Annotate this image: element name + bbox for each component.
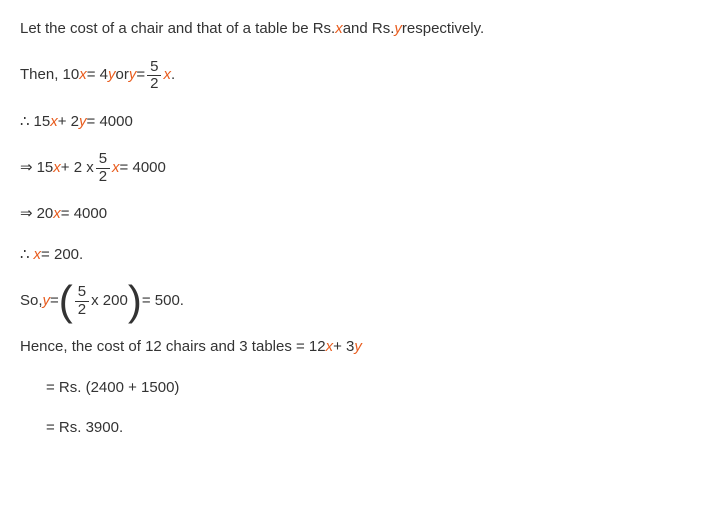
text: = Rs. 3900. xyxy=(46,417,123,440)
text: = 4000 xyxy=(120,157,166,180)
line-5: ⇒ 20 x = 4000 xyxy=(20,203,687,226)
line-7: So, y = ( 5 2 x 200 ) = 500. xyxy=(20,284,687,318)
var-x: x xyxy=(163,64,171,87)
var-x: x xyxy=(53,157,61,180)
text: or xyxy=(116,64,129,87)
implies-symbol: ⇒ xyxy=(20,157,33,180)
text: + 2 xyxy=(58,111,79,134)
text: + 2 x xyxy=(61,157,94,180)
text: = 4000 xyxy=(87,111,133,134)
var-y: y xyxy=(108,64,116,87)
fraction: 5 2 xyxy=(75,284,89,318)
var-y: y xyxy=(394,18,402,41)
numerator: 5 xyxy=(75,284,89,302)
var-x: x xyxy=(335,18,343,41)
denominator: 2 xyxy=(96,169,110,186)
text: 15 xyxy=(34,111,51,134)
right-paren: ) xyxy=(128,284,142,318)
text: Hence, the cost of 12 chairs and 3 table… xyxy=(20,336,326,359)
line-1: Let the cost of a chair and that of a ta… xyxy=(20,18,687,41)
line-10: = Rs. 3900. xyxy=(20,417,687,440)
fraction: 5 2 xyxy=(96,151,110,185)
var-y: y xyxy=(43,290,51,313)
therefore-symbol: ∴ xyxy=(20,244,30,267)
paren-expression: ( 5 2 x 200 ) xyxy=(59,284,142,318)
line-9: = Rs. (2400 + 1500) xyxy=(20,377,687,400)
var-x: x xyxy=(34,244,42,267)
text: . xyxy=(171,64,175,87)
text: = xyxy=(50,290,59,313)
var-x: x xyxy=(326,336,334,359)
var-x: x xyxy=(112,157,120,180)
text: 15 xyxy=(37,157,54,180)
text: = 4000 xyxy=(61,203,107,226)
text: x 200 xyxy=(91,290,128,313)
text: Let the cost of a chair and that of a ta… xyxy=(20,18,335,41)
line-4: ⇒ 15 x + 2 x 5 2 x = 4000 xyxy=(20,151,687,185)
text: = xyxy=(136,64,145,87)
line-2: Then, 10 x = 4 y or y = 5 2 x . xyxy=(20,59,687,93)
text: Then, 10 xyxy=(20,64,79,87)
var-y: y xyxy=(79,111,87,134)
text: respectively. xyxy=(402,18,484,41)
text: So, xyxy=(20,290,43,313)
line-3: ∴ 15 x + 2 y = 4000 xyxy=(20,111,687,134)
denominator: 2 xyxy=(75,302,89,319)
text: 20 xyxy=(37,203,54,226)
text: = 500. xyxy=(142,290,184,313)
text: and Rs. xyxy=(343,18,395,41)
line-6: ∴ x = 200. xyxy=(20,244,687,267)
denominator: 2 xyxy=(147,76,161,93)
text: = 4 xyxy=(87,64,108,87)
left-paren: ( xyxy=(59,284,73,318)
var-x: x xyxy=(79,64,87,87)
numerator: 5 xyxy=(96,151,110,169)
var-y: y xyxy=(129,64,137,87)
var-x: x xyxy=(53,203,61,226)
text: = 200. xyxy=(41,244,83,267)
implies-symbol: ⇒ xyxy=(20,203,33,226)
text: + 3 xyxy=(333,336,354,359)
fraction: 5 2 xyxy=(147,59,161,93)
var-y: y xyxy=(354,336,362,359)
numerator: 5 xyxy=(147,59,161,77)
therefore-symbol: ∴ xyxy=(20,111,30,134)
text: = Rs. (2400 + 1500) xyxy=(46,377,179,400)
var-x: x xyxy=(50,111,58,134)
line-8: Hence, the cost of 12 chairs and 3 table… xyxy=(20,336,687,359)
